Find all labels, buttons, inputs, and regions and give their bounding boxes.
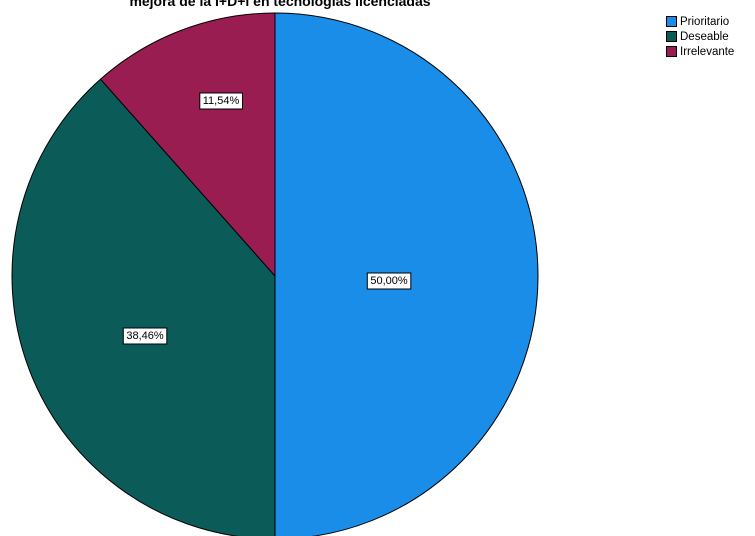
legend-label: Irrelevante	[680, 45, 735, 58]
slice-data-label-text: 38,46%	[126, 330, 164, 342]
legend-item-deseable: Deseable	[666, 29, 734, 44]
slice-data-label: 11,54%	[199, 92, 244, 110]
slice-data-label-text: 50,00%	[370, 275, 408, 287]
chart-title: mejora de la I+D+i en tecnologías licenc…	[129, 0, 431, 9]
slice-data-label-text: 11,54%	[203, 95, 240, 107]
legend-item-irrelevante: Irrelevante	[666, 44, 734, 59]
pie-slice-irrelevante	[99, 12, 276, 278]
legend-label: Deseable	[680, 30, 729, 43]
slice-data-label-box	[199, 92, 244, 110]
legend-label: Prioritario	[680, 15, 730, 28]
slice-data-label-box	[366, 272, 412, 290]
slice-data-label: 50,00%	[366, 272, 412, 290]
legend-swatch	[666, 16, 677, 27]
legend-swatch	[666, 31, 677, 42]
legend-swatch	[666, 46, 677, 57]
chart-legend: Prioritario Deseable Irrelevante	[666, 14, 734, 59]
legend-item-prioritario: Prioritario	[666, 14, 734, 29]
slice-data-label: 38,46%	[122, 327, 168, 345]
pie-slice-deseable	[11, 78, 276, 536]
slice-data-label-box	[122, 327, 168, 345]
